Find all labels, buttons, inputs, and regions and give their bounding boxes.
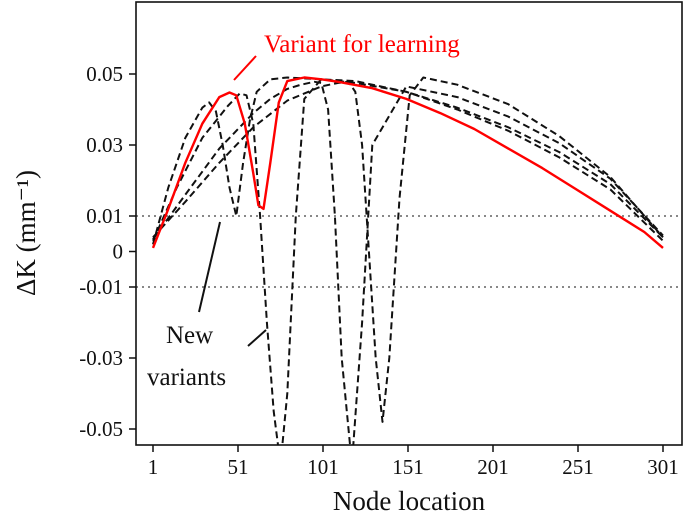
annotations: Variant for learning New variants	[147, 31, 460, 391]
y-tick-label-3: 0	[113, 240, 124, 264]
x-tick-label-2: 101	[307, 455, 339, 479]
y-tick-label-2: 0.01	[86, 204, 123, 228]
new-variants-label-line1: New	[166, 322, 213, 349]
y-tick-label-6: -0.05	[79, 417, 123, 441]
y-tick-label-5: -0.03	[79, 346, 123, 370]
x-tick-label-1: 51	[228, 455, 249, 479]
x-tick-label-3: 151	[392, 455, 424, 479]
series-line-1	[152, 76, 664, 245]
new-variants-pointer-1	[198, 221, 221, 313]
learning-variant-label: Variant for learning	[264, 31, 460, 58]
plot-frame	[135, 1, 683, 446]
series-line-2	[152, 78, 664, 445]
y-tick-label-1: 0.03	[86, 133, 123, 157]
plot-area	[136, 76, 682, 445]
series-line-0	[151, 76, 664, 249]
new-variants-pointer-2	[247, 329, 267, 347]
learning-pointer-line	[233, 55, 257, 81]
x-tick-label-5: 251	[562, 455, 594, 479]
x-axis-title: Node location	[333, 486, 486, 516]
y-tick-label-0: 0.05	[86, 62, 123, 86]
y-axis-title: ΔK (mm⁻¹)	[11, 170, 41, 296]
axis-ticks: 1 51 101 151 201 251 3010.050.030.010-0.01-0.0…	[79, 62, 679, 479]
x-tick-label-4: 201	[477, 455, 509, 479]
x-tick-label-6: 301	[647, 455, 679, 479]
new-variants-label-line2: variants	[147, 364, 226, 391]
series-line-3	[152, 80, 664, 445]
x-tick-label-0: 1	[148, 455, 159, 479]
y-tick-label-4: -0.01	[79, 275, 123, 299]
series-line-4	[152, 76, 664, 423]
